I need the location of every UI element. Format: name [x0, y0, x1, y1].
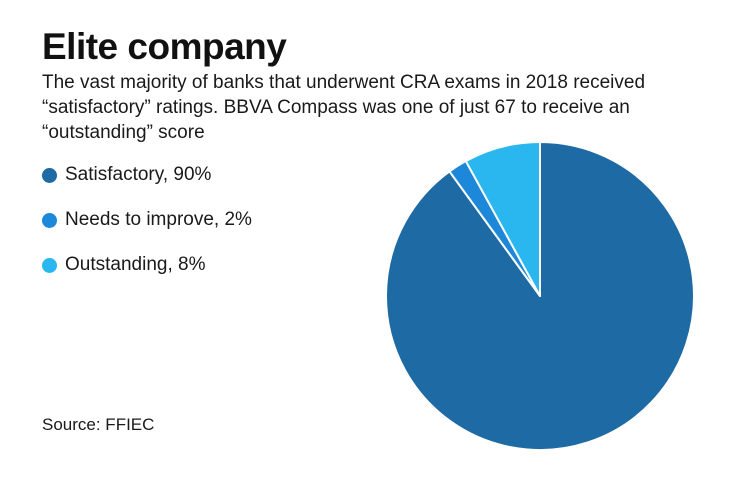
legend-label-needs-to-improve: Needs to improve, 2% [65, 209, 252, 230]
chart-subtitle: The vast majority of banks that underwen… [42, 72, 646, 143]
pie-chart [385, 141, 695, 451]
legend-swatch-satisfactory [42, 167, 57, 183]
legend-label-outstanding: Outstanding, 8% [65, 254, 206, 275]
legend-item-needs-to-improve: Needs to improve, 2% [42, 208, 252, 232]
legend-label-satisfactory: Satisfactory, 90% [65, 164, 212, 185]
pie-slice-outstanding [464, 141, 541, 297]
pie-slices [385, 141, 695, 451]
legend-item-satisfactory: Satisfactory, 90% [42, 163, 252, 187]
legend-swatch-outstanding [42, 257, 57, 273]
legend-item-outstanding: Outstanding, 8% [42, 253, 252, 277]
legend: Satisfactory, 90% Needs to improve, 2% O… [42, 163, 252, 298]
legend-swatch-needs-to-improve [42, 212, 57, 228]
chart-title: Elite company [42, 26, 287, 67]
source-note: Source: FFIEC [42, 415, 155, 434]
